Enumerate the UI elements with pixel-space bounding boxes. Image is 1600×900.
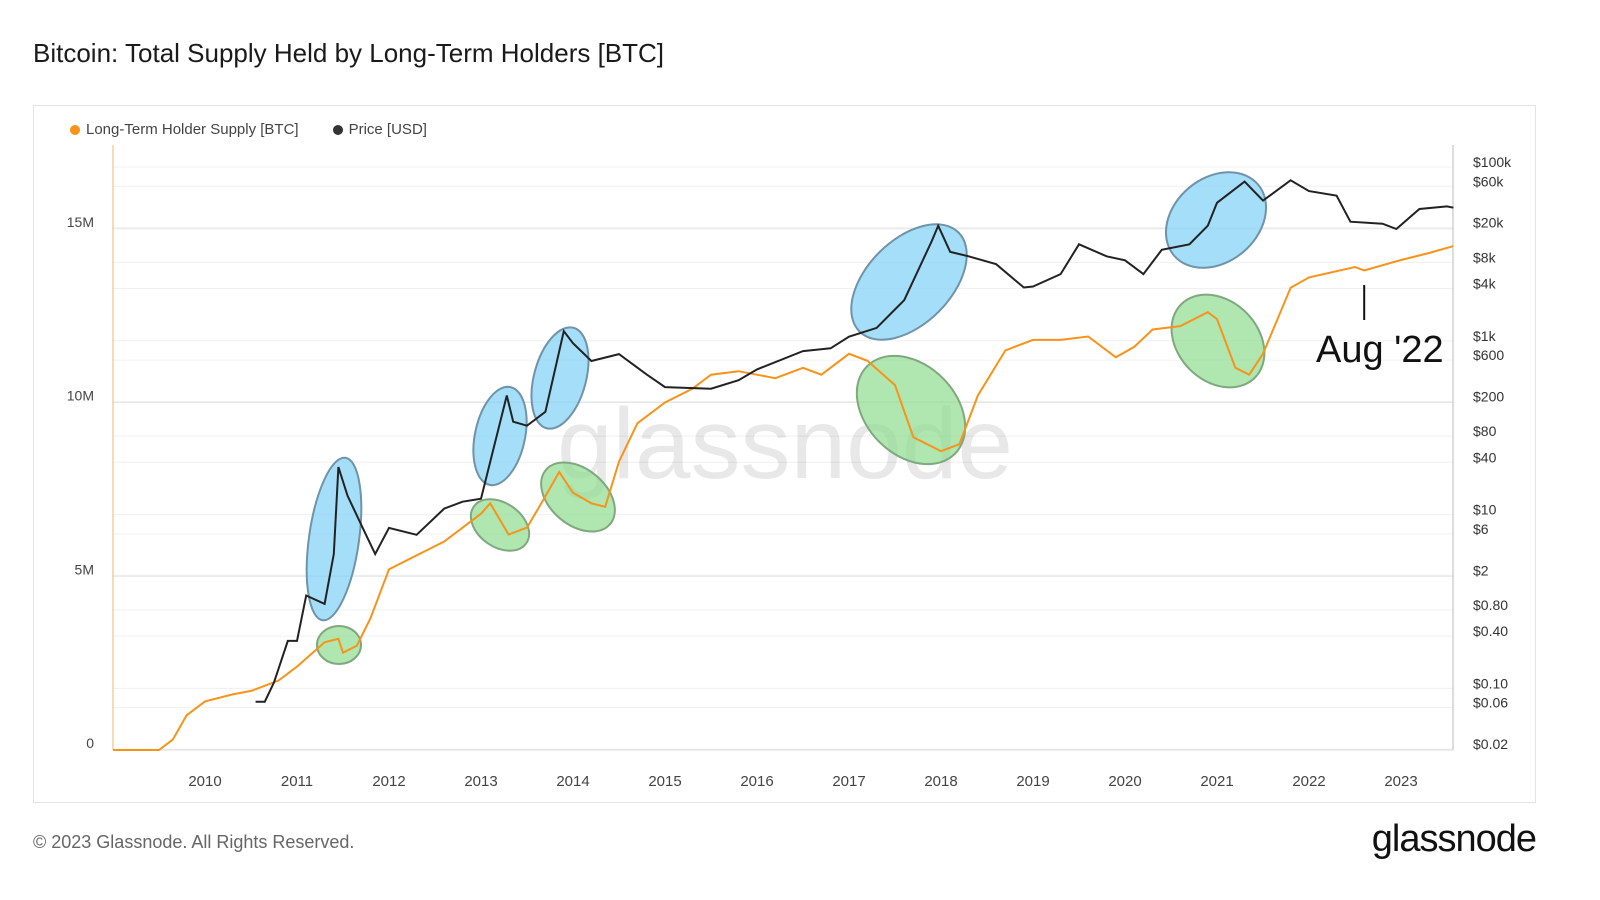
y-right-tick-label: $40 <box>1473 449 1497 465</box>
y-right-tick-label: $2 <box>1473 562 1489 578</box>
x-tick-label: 2013 <box>464 773 497 790</box>
green-highlight-ellipse <box>540 461 616 533</box>
y-left-tick-label: 0 <box>86 735 94 751</box>
x-tick-label: 2018 <box>924 773 957 790</box>
y-right-tick-label: $6 <box>1473 521 1489 537</box>
green-highlight-ellipse <box>1170 293 1266 389</box>
y-right-tick-label: $0.80 <box>1473 597 1508 613</box>
legend-label-lth: Long-Term Holder Supply [BTC] <box>86 121 299 138</box>
y-right-tick-label: $20k <box>1473 215 1504 231</box>
x-tick-label: 2010 <box>188 773 221 790</box>
legend-item-price[interactable]: Price [USD] <box>332 121 427 138</box>
y-right-tick-label: $60k <box>1473 173 1504 189</box>
blue-highlight-ellipse <box>1164 171 1268 269</box>
x-tick-label: 2016 <box>740 773 773 790</box>
blue-highlight-ellipse <box>472 385 528 487</box>
legend-item-lth[interactable]: Long-Term Holder Supply [BTC] <box>70 121 299 138</box>
y-right-tick-label: $600 <box>1473 347 1504 363</box>
x-tick-label: 2011 <box>281 773 313 790</box>
y-right-tick-label: $80 <box>1473 423 1497 439</box>
price-line <box>255 179 1454 703</box>
y-right-tick-label: $10 <box>1473 502 1497 518</box>
y-right-tick-label: $0.06 <box>1473 695 1508 711</box>
green-highlight-ellipse <box>469 498 531 552</box>
y-right-tick-label: $4k <box>1473 275 1497 291</box>
copyright: © 2023 Glassnode. All Rights Reserved. <box>33 832 355 852</box>
chart-frame <box>33 105 1536 803</box>
y-right-tick-label: $1k <box>1473 328 1497 344</box>
y-right-tick-label: $200 <box>1473 389 1504 405</box>
green-highlight-ellipse <box>855 354 967 466</box>
x-tick-label: 2022 <box>1292 773 1325 790</box>
y-left-tick-label: 10M <box>67 388 94 404</box>
y-right-tick-label: $0.02 <box>1473 736 1508 752</box>
y-left-tick-label: 5M <box>75 561 94 577</box>
x-tick-label: 2019 <box>1016 773 1049 790</box>
x-tick-label: 2015 <box>648 773 681 790</box>
green-highlight-ellipse <box>316 625 362 665</box>
legend-label-price: Price [USD] <box>348 121 427 138</box>
y-right-tick-label: $8k <box>1473 249 1497 265</box>
x-tick-label: 2014 <box>556 773 589 790</box>
annotation-label: Aug '22 <box>1316 329 1444 371</box>
x-tick-label: 2012 <box>372 773 405 790</box>
lth-dot-icon <box>70 125 80 135</box>
lth-supply-line <box>113 245 1454 751</box>
x-tick-label: 2021 <box>1200 773 1233 790</box>
x-tick-label: 2023 <box>1384 773 1417 790</box>
glassnode-logo: glassnode <box>1371 818 1537 860</box>
y-right-tick-label: $100k <box>1473 154 1512 170</box>
y-right-tick-label: $0.40 <box>1473 623 1508 639</box>
x-tick-label: 2017 <box>832 773 865 790</box>
blue-highlight-ellipse <box>850 223 968 341</box>
blue-highlight-ellipse <box>530 326 590 430</box>
chart-title: Bitcoin: Total Supply Held by Long-Term … <box>33 38 665 68</box>
x-tick-label: 2020 <box>1108 773 1141 790</box>
y-left-tick-label: 15M <box>67 214 94 230</box>
price-dot-icon <box>332 125 343 135</box>
legend: Long-Term Holder Supply [BTC] Price [USD… <box>70 121 427 138</box>
y-right-tick-label: $0.10 <box>1473 675 1508 691</box>
